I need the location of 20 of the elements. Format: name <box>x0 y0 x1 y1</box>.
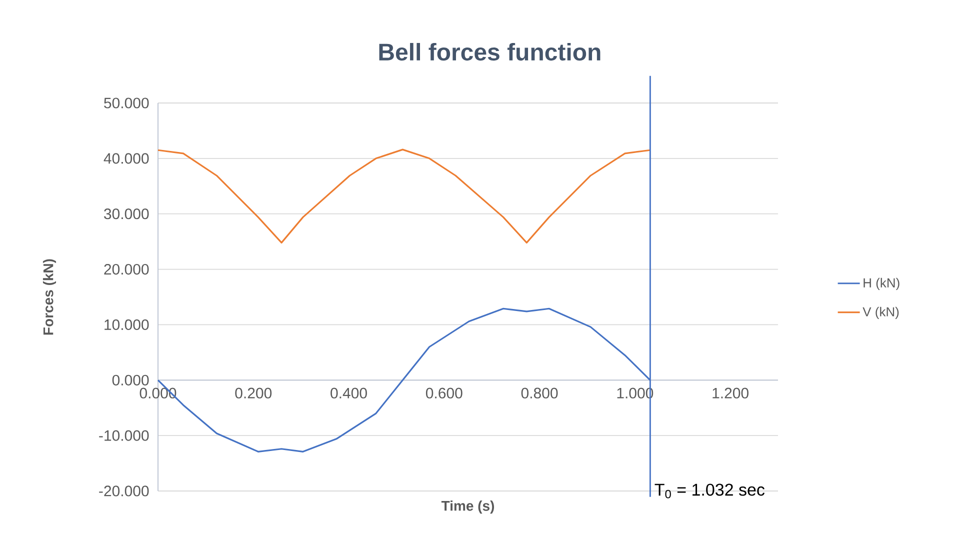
x-tick-label: 0.200 <box>235 388 272 398</box>
line-series <box>157 148 651 244</box>
x-tick-label: 0.400 <box>330 388 367 398</box>
x-tick-label: 0.600 <box>426 388 462 398</box>
legend-label: V (kN) <box>862 306 899 319</box>
y-tick-label: 50.000 <box>104 98 149 108</box>
y-tick-label: 40.000 <box>104 153 149 164</box>
y-tick-label: 10.000 <box>104 319 149 330</box>
y-tick-label: 20.000 <box>104 264 149 275</box>
x-axis-title: Time (s) <box>441 500 494 514</box>
ref-line-label: T$_{0}$ = 1.032 sec <box>654 484 765 498</box>
y-tick-label: 0.000 <box>112 374 149 386</box>
y-tick-label: -20.000 <box>99 486 149 496</box>
x-tick-label: 1.200 <box>712 388 748 398</box>
chart-title: Bell forces function <box>379 42 600 61</box>
y-tick-label: 30.000 <box>104 208 149 220</box>
x-tick-label: 0.800 <box>521 388 558 398</box>
legend-label: H (kN) <box>864 278 900 290</box>
y-axis-title: Forces (kN) <box>42 259 56 335</box>
y-tick-label: -10.000 <box>99 430 149 441</box>
